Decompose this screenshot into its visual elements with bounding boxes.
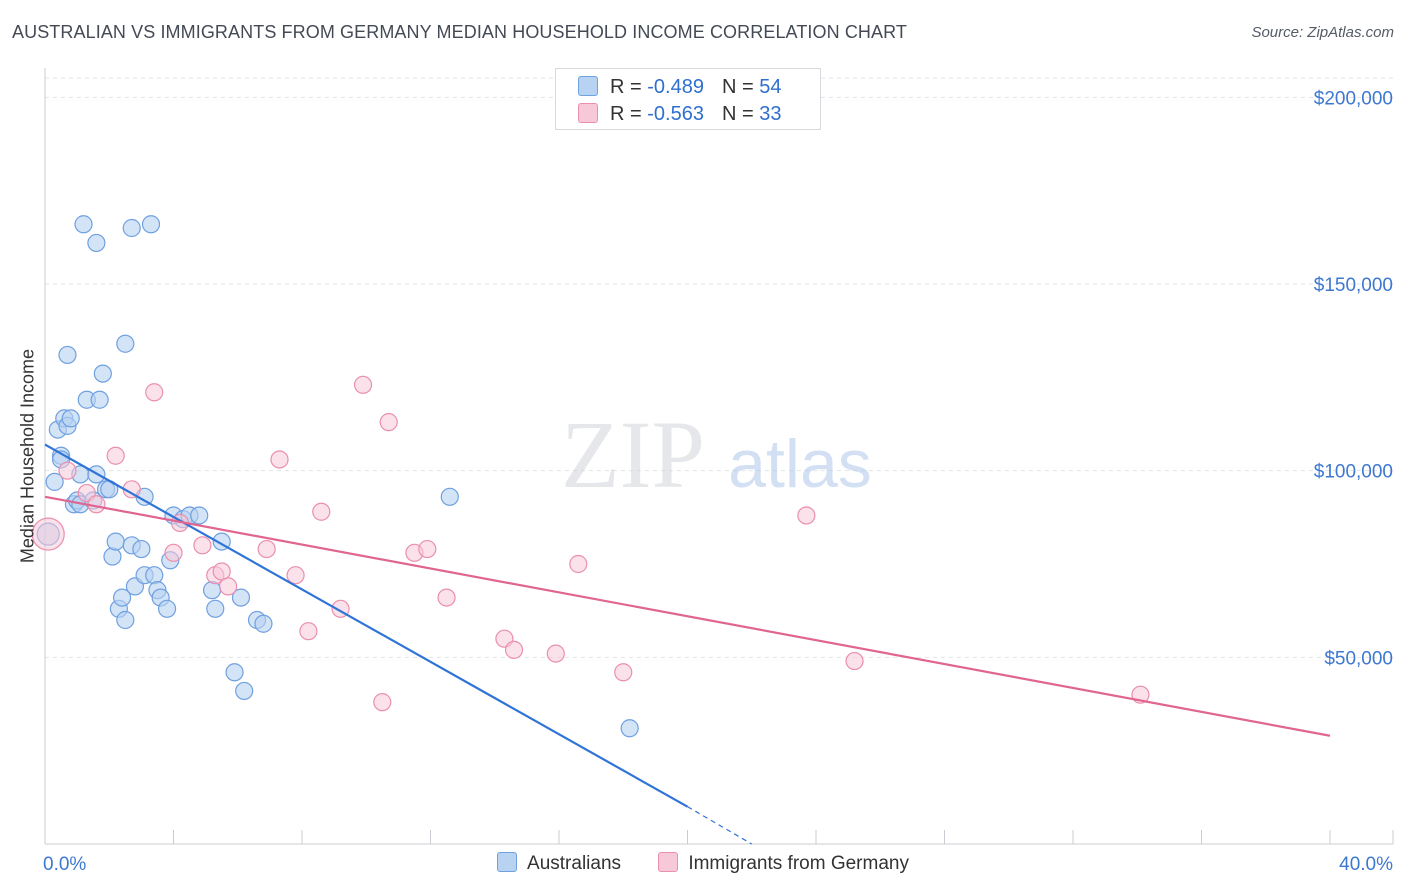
trend-line-australians	[44, 443, 689, 808]
source-label: Source: ZipAtlas.com	[1251, 24, 1394, 41]
legend-r-label: R =	[610, 103, 648, 125]
data-point-germany	[193, 536, 212, 555]
data-point-australians	[58, 345, 77, 365]
data-point-australians	[190, 506, 209, 525]
legend-swatch-australians	[497, 852, 518, 872]
axes	[44, 68, 1394, 845]
trend-line-germany	[44, 495, 1331, 737]
legend-r-value: -0.563	[647, 103, 704, 125]
legend-row-australians: R = -0.489 N = 54	[578, 76, 781, 98]
x-tick-labels: 0.0% 40.0%	[43, 854, 1393, 875]
data-point-germany	[373, 693, 392, 712]
data-point-germany	[219, 577, 238, 596]
data-point-australians	[235, 681, 254, 701]
y-tick-label: $200,000	[1314, 88, 1393, 109]
series-germany-points	[31, 375, 1150, 712]
data-point-australians	[90, 390, 109, 409]
legend-item-australians[interactable]: Australians	[497, 852, 621, 875]
data-point-germany	[58, 461, 77, 480]
data-point-germany	[504, 640, 524, 659]
data-point-australians	[225, 663, 244, 682]
legend-swatch-germany	[658, 852, 679, 872]
data-point-germany	[299, 622, 318, 641]
data-point-germany	[614, 663, 633, 682]
legend-item-germany[interactable]: Immigrants from Germany	[658, 852, 909, 875]
data-point-australians	[254, 614, 273, 633]
y-tick-labels: $50,000 $100,000 $150,000 $200,000	[1314, 88, 1393, 669]
trend-lines	[44, 443, 1331, 845]
watermark-zip: ZIP	[561, 401, 705, 508]
data-point-germany	[257, 539, 276, 559]
data-point-germany	[145, 383, 164, 402]
data-point-australians	[141, 215, 161, 234]
data-point-germany	[845, 651, 864, 671]
chart-title: AUSTRALIAN VS IMMIGRANTS FROM GERMANY ME…	[12, 22, 907, 42]
data-point-australians	[157, 599, 177, 618]
y-tick-label: $150,000	[1314, 275, 1393, 296]
grid-lines	[45, 77, 1393, 658]
data-point-germany	[797, 506, 816, 525]
data-point-australians	[145, 566, 164, 585]
data-point-australians	[45, 472, 64, 491]
data-point-australians	[620, 719, 639, 738]
legend-row-germany: R = -0.563 N = 33	[578, 103, 781, 125]
legend-r-label: R =	[610, 76, 648, 98]
watermark: ZIP atlas	[561, 401, 872, 508]
y-tick-label: $50,000	[1324, 648, 1393, 669]
series-legend: Australians Immigrants from Germany	[0, 852, 1406, 875]
data-point-australians	[116, 610, 135, 630]
data-point-australians	[202, 581, 222, 600]
data-point-australians	[87, 233, 106, 253]
data-point-australians	[206, 599, 225, 618]
legend-swatch-australians	[578, 76, 598, 96]
legend-n-label: N =	[721, 103, 760, 125]
legend-label-australians: Australians	[527, 853, 622, 874]
watermark-atlas: atlas	[728, 426, 872, 502]
data-point-australians	[61, 409, 80, 428]
x-tick-label: 40.0%	[1339, 854, 1393, 875]
data-point-australians	[112, 588, 132, 607]
legend-label-germany: Immigrants from Germany	[688, 853, 909, 874]
data-point-australians	[106, 532, 125, 551]
data-point-australians	[440, 487, 459, 506]
data-point-germany	[418, 539, 437, 559]
data-point-australians	[231, 588, 251, 607]
y-axis-label: Median Household Income	[17, 348, 38, 564]
data-point-australians	[93, 364, 112, 383]
legend-n-value: 54	[759, 76, 782, 98]
trend-line-australians-extension	[687, 806, 753, 845]
data-point-australians	[74, 215, 93, 234]
legend-n-value: 33	[759, 103, 782, 125]
data-point-germany	[312, 502, 331, 521]
data-point-australians	[116, 334, 135, 353]
data-point-australians	[103, 547, 122, 566]
data-point-germany	[164, 543, 183, 562]
correlation-legend: R = -0.489 N = 54 R = -0.563 N = 33	[555, 68, 821, 130]
data-point-germany	[286, 566, 305, 585]
data-point-germany	[353, 375, 373, 394]
y-tick-label: $100,000	[1314, 462, 1393, 483]
data-point-australians	[122, 218, 141, 238]
data-point-germany	[270, 450, 289, 469]
legend-swatch-germany	[578, 103, 598, 123]
data-point-germany	[569, 554, 588, 574]
legend-r-value: -0.489	[647, 76, 704, 98]
data-point-germany	[437, 588, 456, 607]
data-point-germany	[31, 517, 65, 551]
data-point-germany	[379, 413, 398, 432]
legend-n-label: N =	[721, 76, 760, 98]
series-australians-points	[36, 215, 639, 738]
data-point-australians	[132, 539, 151, 559]
data-point-germany	[546, 644, 565, 663]
data-point-germany	[106, 446, 125, 465]
x-tick-label: 0.0%	[43, 854, 86, 875]
